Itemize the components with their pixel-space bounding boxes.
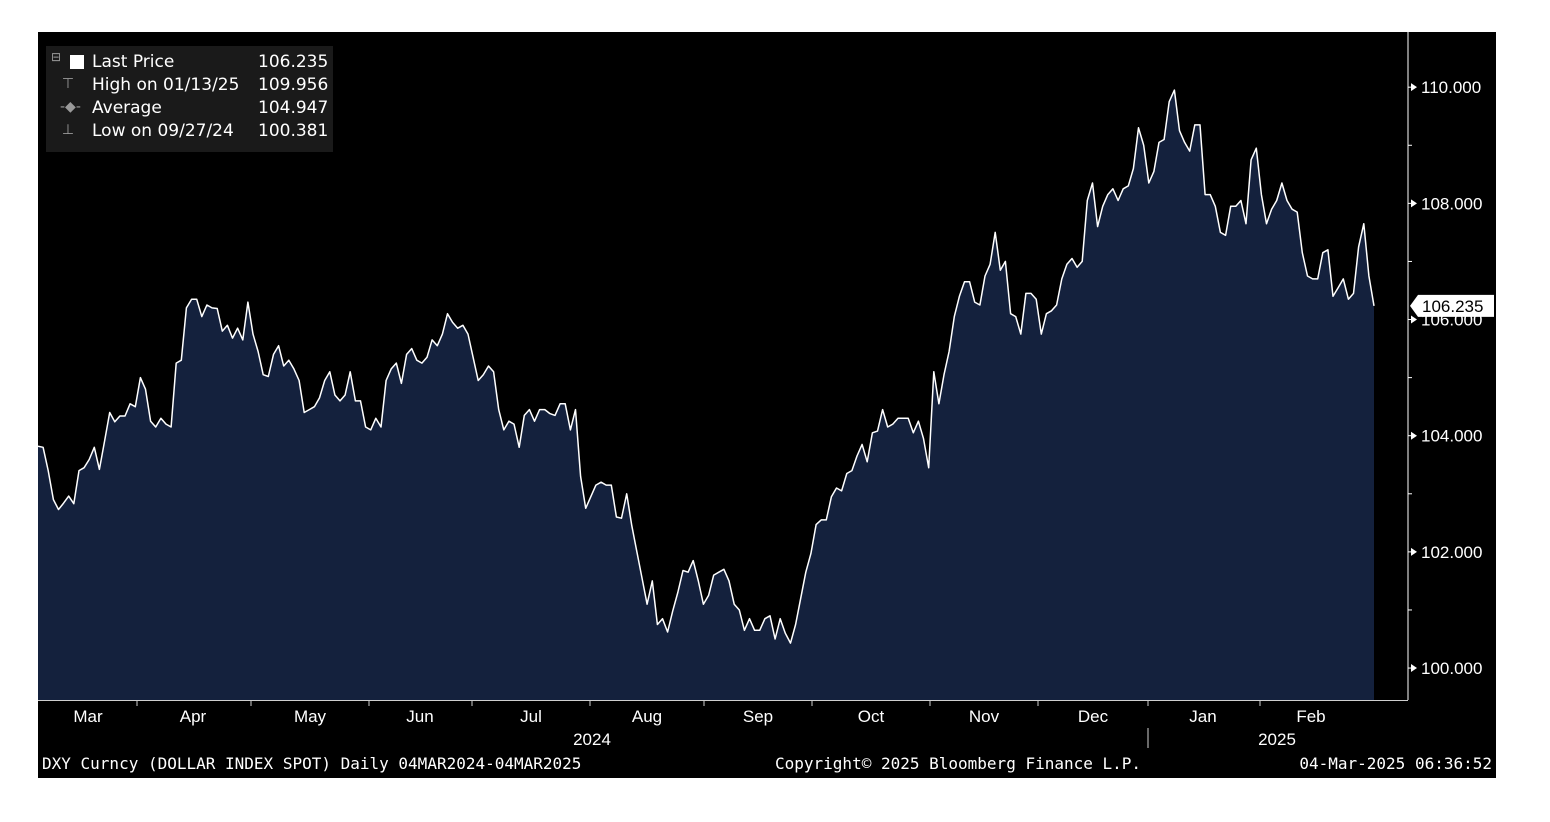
x-month-label: Sep [743,707,773,726]
legend-value: 109.956 [258,75,329,95]
y-tick-arrow [1411,664,1417,673]
x-month-label: Aug [632,707,662,726]
last-price-label: 106.235 [1422,297,1483,316]
legend-label: High on 01/13/25 [92,75,240,95]
x-month-label: Jul [520,707,542,726]
x-month-label: May [294,707,327,726]
x-year-label: 2025 [1258,730,1296,749]
x-month-label: Feb [1296,707,1325,726]
legend-row-average: -◆- Average 104.947 [46,96,333,119]
x-month-label: Dec [1078,707,1109,726]
x-month-label: Mar [73,707,103,726]
y-tick-arrow [1411,547,1417,556]
legend-value: 106.235 [258,52,329,72]
legend-label: Low on 09/27/24 [92,121,234,141]
x-year-label: 2024 [573,730,611,749]
footer-copyright: Copyright© 2025 Bloomberg Finance L.P. [775,754,1142,773]
legend-row-low: ⊥ Low on 09/27/24 100.381 [46,119,333,142]
high-marker-icon: ⊤ [61,76,75,92]
price-area [38,90,1374,701]
y-tick-arrow [1411,83,1417,92]
y-tick-label: 102.000 [1421,543,1482,562]
y-tick-label: 108.000 [1421,194,1482,213]
x-month-label: Jun [406,707,433,726]
x-month-label: Nov [969,707,1000,726]
price-chart: 100.000102.000104.000106.000108.000110.0… [38,32,1494,749]
legend-label: Average [92,98,162,118]
footer-security-info: DXY Curncy (DOLLAR INDEX SPOT) Daily 04M… [42,754,582,773]
last-price-swatch [70,55,84,69]
legend-box: ⊟ Last Price 106.235 ⊤ High on 01/13/25 … [46,46,333,152]
y-tick-arrow [1411,315,1417,324]
x-month-label: Apr [180,707,207,726]
collapse-box-icon[interactable]: ⊟ [50,50,62,64]
legend-row-high: ⊤ High on 01/13/25 109.956 [46,73,333,96]
legend-value: 104.947 [258,98,329,118]
low-marker-icon: ⊥ [61,122,75,138]
y-tick-arrow [1411,199,1417,208]
y-tick-label: 110.000 [1421,78,1481,97]
y-tick-label: 100.000 [1421,659,1482,678]
x-month-label: Jan [1189,707,1216,726]
x-month-label: Oct [858,707,885,726]
average-marker-icon: -◆- [60,99,81,115]
y-tick-label: 104.000 [1421,427,1482,446]
legend-label: Last Price [92,52,175,72]
footer-timestamp: 04-Mar-2025 06:36:52 [1299,754,1492,773]
y-tick-arrow [1411,431,1417,440]
last-price-flag [1410,294,1494,317]
legend-row-last-price: ⊟ Last Price 106.235 [46,50,333,73]
price-line [38,89,1375,644]
legend-value: 100.381 [258,121,329,141]
bloomberg-chart-panel: 100.000 102.000 104.000 106.000 108.000 110.0… [38,32,1496,778]
